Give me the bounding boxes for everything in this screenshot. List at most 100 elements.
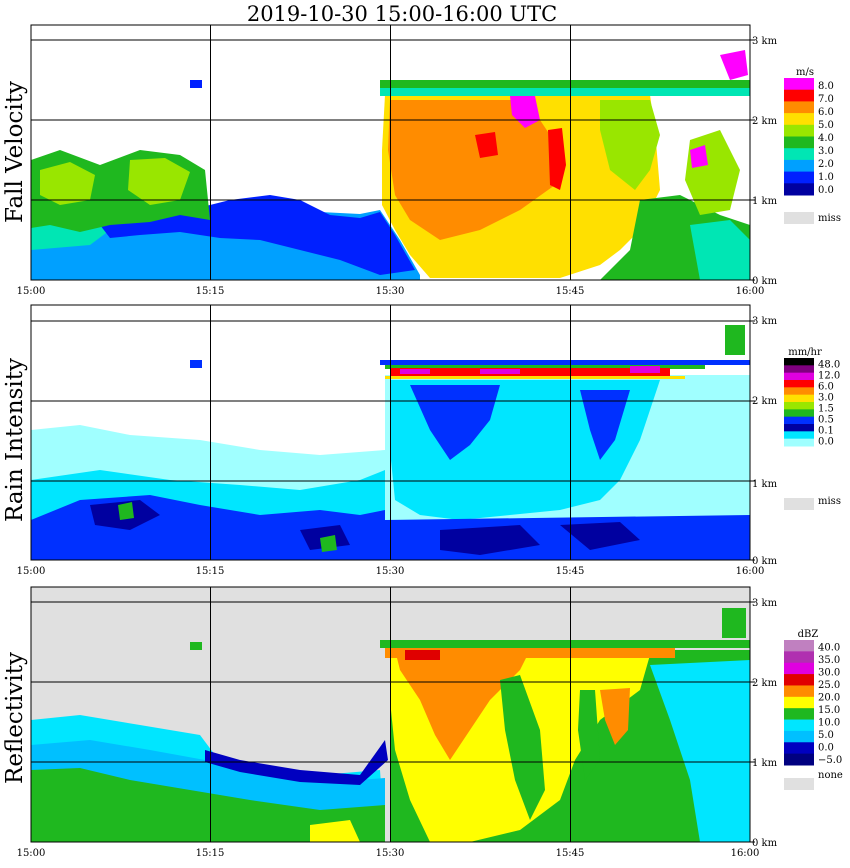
- x-tick-label: 15:15: [196, 286, 225, 297]
- legend-swatch: [784, 696, 814, 709]
- legend-swatch: [784, 365, 814, 374]
- legend-label: 3.0: [818, 146, 834, 157]
- y-tick-label: 0 km: [752, 276, 778, 287]
- legend-label: −5.0: [818, 755, 842, 766]
- y-tick-label: 2 km: [752, 678, 778, 689]
- grid-reflectivity: [30, 586, 751, 843]
- ri-region-darkblue-right: [440, 522, 640, 555]
- panel-reflectivity: 3 km 2 km 1 km 0 km 15:00 15:15 15:30 15…: [2, 586, 843, 859]
- legend-rain-intensity: mm/hr 48.012.06.03.01.50.50.10.0 miss: [784, 347, 841, 510]
- legend-missing-swatch: [784, 212, 814, 224]
- legend-label: 7.0: [818, 94, 834, 105]
- legend-label: 4.0: [818, 133, 834, 144]
- rf-top-band-orange: [385, 648, 675, 658]
- y-ticks-fall-velocity: [750, 39, 755, 281]
- legend-swatch: [784, 101, 814, 114]
- legend-label: 5.0: [818, 730, 834, 741]
- legend-swatch: [784, 380, 814, 388]
- heatmap-fall-velocity: [31, 50, 750, 280]
- legend-missing-label: none: [818, 770, 843, 781]
- legend-label: 8.0: [818, 81, 834, 92]
- rf-speck: [190, 642, 202, 650]
- y-tick-label: 0 km: [752, 556, 778, 567]
- legend-swatch: [784, 416, 814, 425]
- legend-swatch: [784, 171, 814, 184]
- y-tick-label: 3 km: [752, 598, 778, 609]
- ri-top-band-red: [390, 368, 670, 376]
- legend-unit: m/s: [796, 67, 814, 78]
- legend-label: 3.0: [818, 392, 834, 403]
- ri-speck: [725, 325, 745, 355]
- y-tick-label: 0 km: [752, 838, 778, 849]
- legend-swatch: [784, 372, 814, 381]
- x-tick-label: 15:30: [376, 848, 405, 859]
- legend-label: 35.0: [818, 655, 840, 666]
- ri-top-band-green: [385, 365, 705, 369]
- y-ticks-reflectivity: [750, 601, 755, 843]
- legend-swatch: [784, 424, 814, 432]
- y-tick-label: 1 km: [752, 196, 778, 207]
- ri-top-band-yellow: [385, 376, 685, 379]
- x-tick-label: 16:00: [736, 286, 765, 297]
- legend-label: 25.0: [818, 680, 840, 691]
- rf-region-darkblue-edge: [205, 740, 388, 785]
- legend-missing-swatch: [784, 778, 814, 790]
- legend-label: 15.0: [818, 705, 840, 716]
- legend-swatch: [784, 674, 814, 686]
- ri-top-band-blue: [380, 360, 750, 365]
- x-tick-label: 15:30: [376, 566, 405, 577]
- legend-swatch: [784, 124, 814, 137]
- legend-swatch: [784, 719, 814, 732]
- legend-swatch: [784, 183, 814, 196]
- x-tick-label: 15:45: [556, 566, 585, 577]
- x-tick-label: 16:00: [731, 848, 760, 859]
- fv-region-lightgreen: [40, 158, 190, 205]
- x-tick-label: 15:45: [556, 286, 585, 297]
- legend-label: 6.0: [818, 107, 834, 118]
- legend-missing-label: miss: [818, 496, 841, 507]
- x-tick-label: 15:45: [556, 848, 585, 859]
- legend-missing-swatch: [784, 498, 814, 510]
- legend-swatch: [784, 640, 814, 652]
- legend-fall-velocity: m/s 8.0 7.0 6.0 5.0 4.0 3.0 2.0 1.0 0.0 miss: [784, 67, 841, 224]
- legend-label: 48.0: [818, 359, 840, 370]
- legend-label: 1.5: [818, 403, 834, 414]
- legend-swatch: [784, 438, 814, 447]
- rf-top-band-red: [405, 650, 440, 660]
- legend-swatch: [784, 708, 814, 721]
- y-ticks-rain-intensity: [750, 320, 755, 561]
- y-axis-label: Rain Intensity: [2, 358, 28, 522]
- heatmap-reflectivity: [31, 608, 750, 842]
- panel-fall-velocity: 3 km 2 km 1 km 0 km 15:00 15:15 15:30 15…: [2, 24, 841, 297]
- legend-swatch: [784, 89, 814, 102]
- x-tick-label: 15:15: [196, 848, 225, 859]
- legend-reflectivity: dBZ 40.035.0 30.025.0 20.015.0 10.05.0 0.0−5…: [784, 629, 843, 790]
- legend-label: 0.0: [818, 743, 834, 754]
- ri-top-band-magenta: [400, 366, 660, 374]
- y-tick-label: 1 km: [752, 479, 778, 490]
- legend-label: 12.0: [818, 370, 840, 381]
- rf-region-green-streak: [500, 675, 600, 820]
- fv-region-magenta: [510, 50, 748, 168]
- legend-label: 1.0: [818, 172, 834, 183]
- rf-region-orange: [395, 650, 630, 760]
- rf-region-yellow-low: [310, 820, 360, 842]
- legend-swatch: [784, 409, 814, 418]
- y-axis-label: Reflectivity: [2, 652, 28, 784]
- legend-swatch: [784, 148, 814, 161]
- legend-label: 40.0: [818, 643, 840, 654]
- y-axis-label: Fall Velocity: [2, 81, 28, 223]
- fv-region-lightgreen-right: [600, 100, 740, 215]
- legend-swatch: [784, 651, 814, 664]
- legend-swatch: [784, 78, 814, 91]
- fv-region-red: [475, 128, 566, 190]
- legend-label: 30.0: [818, 668, 840, 679]
- fv-region-cyan-right: [690, 220, 750, 280]
- x-tick-label: 15:00: [17, 848, 46, 859]
- y-tick-label: 3 km: [752, 316, 778, 327]
- x-tick-label: 16:00: [736, 566, 765, 577]
- panel-rain-intensity: 3 km 2 km 1 km 0 km 15:00 15:15 15:30 15…: [2, 304, 841, 577]
- legend-unit: dBZ: [798, 629, 819, 640]
- legend-label: 20.0: [818, 693, 840, 704]
- legend-label: 0.1: [818, 425, 834, 436]
